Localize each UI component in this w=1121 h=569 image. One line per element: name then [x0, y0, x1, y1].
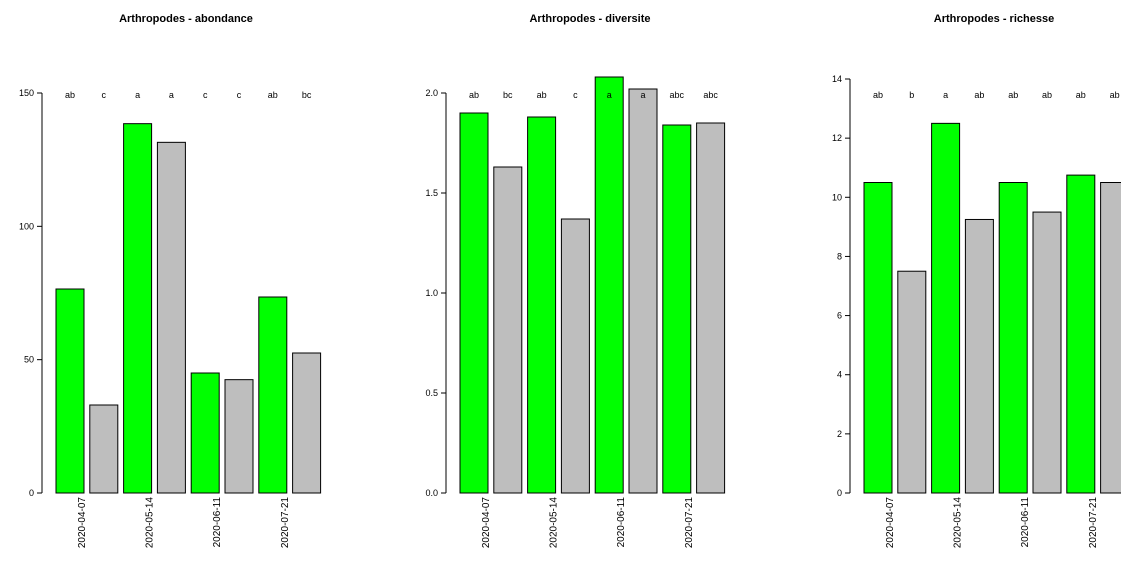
significance-letter: abc	[670, 90, 685, 100]
bar	[224, 379, 254, 494]
bar	[1100, 182, 1121, 494]
x-tick-label: 2020-04-07	[481, 497, 492, 549]
significance-letter: ab	[873, 90, 883, 100]
y-tick-label: 2	[837, 429, 842, 439]
y-tick-label: 10	[832, 192, 842, 202]
x-tick-label: 2020-05-14	[953, 497, 964, 549]
y-tick-label: 150	[19, 88, 34, 98]
x-tick-label: 2020-06-11	[212, 497, 223, 548]
bar	[190, 372, 220, 494]
bar	[931, 122, 961, 494]
bar	[863, 182, 893, 494]
significance-letter: c	[237, 90, 242, 100]
bar	[292, 352, 322, 494]
significance-letter: a	[640, 90, 645, 100]
significance-letter: bc	[302, 90, 312, 100]
significance-letter: abc	[703, 90, 718, 100]
y-tick-label: 0.5	[425, 388, 438, 398]
bar	[998, 182, 1028, 494]
bar	[897, 270, 927, 494]
x-tick-label: 2020-07-21	[1088, 497, 1099, 549]
bar	[493, 166, 523, 494]
significance-letter: c	[102, 90, 107, 100]
x-tick-label: 2020-05-14	[549, 497, 560, 549]
x-tick-label: 2020-04-07	[77, 497, 88, 549]
x-tick-label: 2020-06-11	[1020, 497, 1031, 548]
y-tick-label: 4	[837, 370, 842, 380]
x-tick-label: 2020-04-07	[885, 497, 896, 549]
y-tick-label: 1.5	[425, 188, 438, 198]
chart-title: Arthropodes - diversite	[529, 13, 650, 25]
significance-letter: c	[573, 90, 578, 100]
bar	[459, 112, 489, 494]
y-tick-label: 8	[837, 251, 842, 261]
significance-letter: bc	[503, 90, 513, 100]
bar	[628, 88, 658, 494]
y-tick-label: 50	[24, 355, 34, 365]
significance-letter: a	[607, 90, 612, 100]
bar	[527, 116, 557, 494]
bar	[662, 124, 692, 494]
y-tick-label: 14	[832, 74, 842, 84]
bar	[964, 218, 994, 494]
bar	[560, 218, 590, 494]
x-tick-label: 2020-07-21	[684, 497, 695, 549]
significance-letter: a	[943, 90, 948, 100]
bar	[55, 288, 85, 494]
x-tick-label: 2020-05-14	[145, 497, 156, 549]
y-tick-label: 1.0	[425, 288, 438, 298]
significance-letter: a	[135, 90, 140, 100]
significance-letter: a	[169, 90, 174, 100]
y-tick-label: 2.0	[425, 88, 438, 98]
y-tick-label: 12	[832, 133, 842, 143]
significance-letter: ab	[65, 90, 75, 100]
significance-letter: ab	[1076, 90, 1086, 100]
y-tick-label: 0	[29, 488, 34, 498]
significance-letter: ab	[1008, 90, 1018, 100]
x-tick-label: 2020-06-11	[616, 497, 627, 548]
y-tick-label: 0	[837, 488, 842, 498]
y-tick-label: 100	[19, 221, 34, 231]
y-tick-label: 0.0	[425, 488, 438, 498]
significance-letter: ab	[537, 90, 547, 100]
significance-letter: b	[909, 90, 914, 100]
bar	[89, 404, 119, 494]
significance-letter: ab	[268, 90, 278, 100]
bar	[156, 141, 186, 494]
y-tick-label: 6	[837, 311, 842, 321]
bar	[594, 76, 624, 494]
bar	[123, 123, 153, 494]
bar	[1032, 211, 1062, 494]
significance-letter: ab	[1110, 90, 1120, 100]
bar	[1066, 174, 1096, 494]
significance-letter: ab	[974, 90, 984, 100]
x-tick-label: 2020-07-21	[280, 497, 291, 549]
significance-letter: c	[203, 90, 208, 100]
bar	[258, 296, 288, 494]
bar	[696, 122, 726, 494]
chart-title: Arthropodes - richesse	[934, 13, 1054, 25]
significance-letter: ab	[1042, 90, 1052, 100]
significance-letter: ab	[469, 90, 479, 100]
chart-title: Arthropodes - abondance	[119, 13, 253, 25]
